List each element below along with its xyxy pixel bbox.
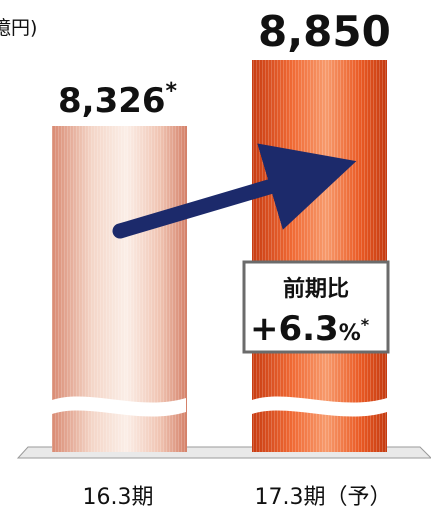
bars: [52, 60, 387, 452]
unit-label: 億円): [0, 17, 37, 39]
growth-arrow: [112, 143, 357, 239]
value-asterisk: *: [166, 79, 178, 104]
bar-texture: [252, 60, 387, 452]
value-label-17-3: 8,850: [258, 7, 391, 56]
growth-box-value: +6.3%*: [250, 309, 370, 349]
value-label-16-3: 8,326*: [58, 79, 178, 121]
growth-box: 前期比 +6.3%*: [242, 260, 390, 354]
category-label-17-3: 17.3期（予）: [255, 485, 392, 510]
axis-break: [52, 396, 387, 417]
category-label-16-3: 16.3期: [83, 485, 154, 510]
growth-box-label: 前期比: [283, 276, 349, 302]
